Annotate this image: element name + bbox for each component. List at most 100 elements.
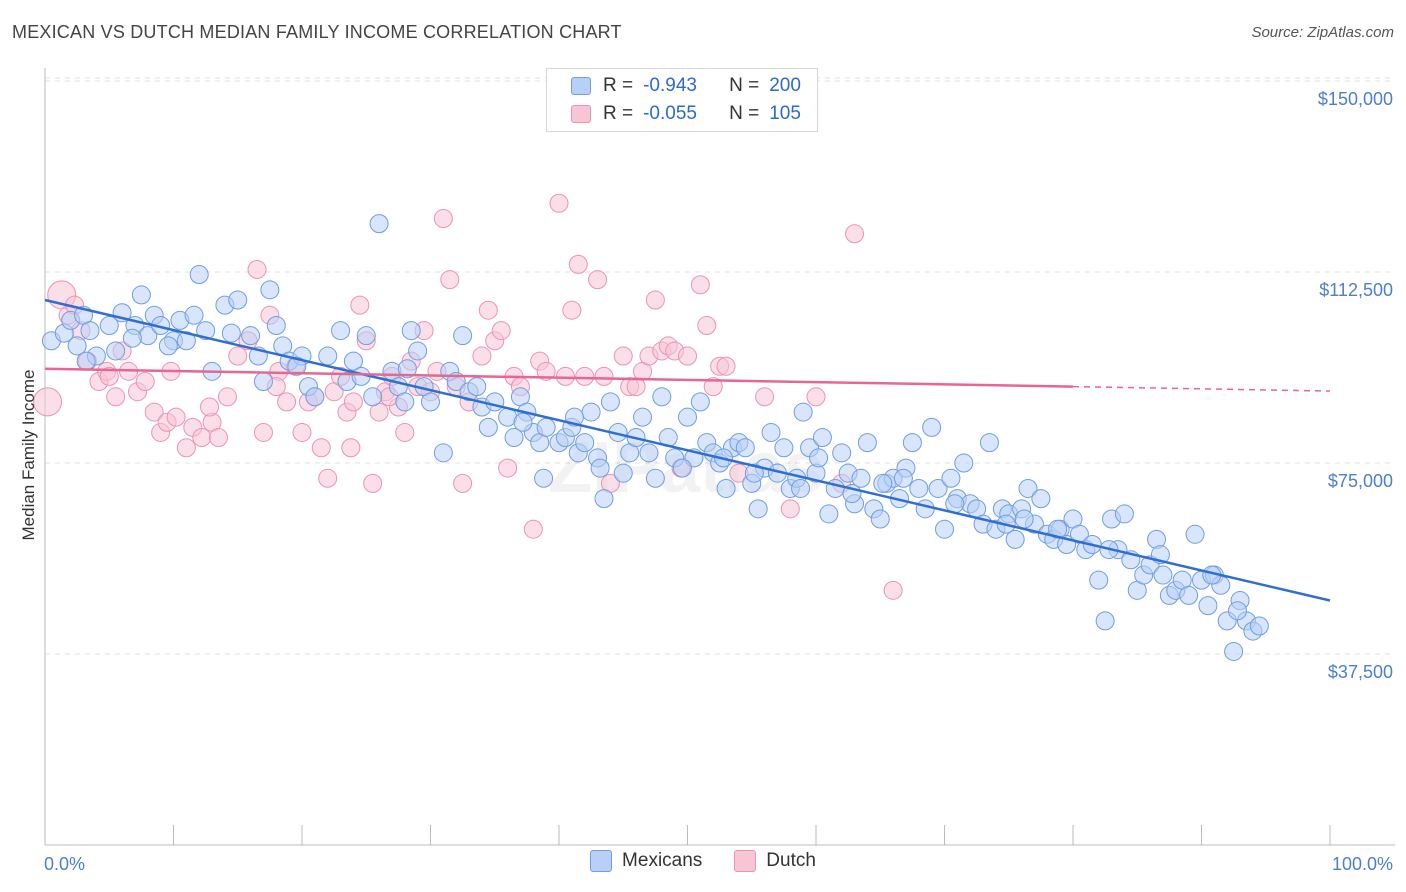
mexicans-point	[652, 387, 672, 407]
source-label: Source: ZipAtlas.com	[1251, 24, 1394, 41]
mexicans-point	[870, 509, 890, 529]
y-axis-label: Median Family Income	[19, 369, 38, 540]
mexicans-point	[716, 478, 736, 498]
mexicans-point	[453, 326, 473, 346]
dutch-point	[523, 519, 543, 539]
mexicans-point	[979, 433, 999, 453]
dutch-trend-line	[44, 367, 1074, 388]
legend-item-mexicans[interactable]: Mexicans	[590, 850, 702, 872]
mexicans-point	[915, 499, 935, 519]
mexicans-point	[909, 478, 929, 498]
legend-row-dutch: R = -0.055 N = 105	[571, 101, 801, 127]
mexicans-point	[363, 387, 383, 407]
mexicans-point	[478, 417, 498, 437]
mexicans-point	[106, 341, 126, 361]
dutch-point	[341, 438, 361, 458]
mexicans-point	[1153, 565, 1173, 585]
dutch-point	[678, 346, 697, 366]
dutch-point	[217, 387, 237, 407]
dutch-point	[575, 366, 595, 386]
mexicans-point	[158, 336, 178, 356]
mexicans-point	[857, 433, 877, 453]
mexicans-point	[433, 443, 453, 463]
dutch-point	[135, 372, 155, 392]
dutch-point	[690, 275, 710, 295]
dutch-point	[536, 361, 556, 381]
mexicans-point	[639, 443, 659, 463]
mexicans-point	[1031, 489, 1051, 509]
mexicans-point	[1198, 596, 1218, 616]
dutch-point	[199, 397, 219, 417]
dutch-point	[755, 387, 775, 407]
mexicans-point	[819, 504, 839, 524]
mexicans-point	[356, 326, 376, 346]
y-tick-label: $150,000	[1318, 89, 1393, 109]
legend-n-label: N =	[729, 75, 760, 96]
mexicans-point	[893, 468, 913, 488]
dutch-point	[498, 458, 518, 478]
mexicans-point	[260, 280, 280, 300]
mexicans-points	[41, 214, 1269, 661]
mexicans-point	[1179, 585, 1199, 605]
mexicans-point	[305, 387, 325, 407]
mexicans-point	[253, 372, 273, 392]
mexicans-point	[645, 468, 665, 488]
dutch-point	[292, 422, 312, 442]
mexicans-point	[513, 412, 533, 432]
mexicans-point	[744, 463, 764, 483]
mexicans-point	[690, 392, 710, 412]
mexicans-point	[633, 407, 653, 427]
dutch-point	[491, 321, 511, 341]
dutch-point	[478, 300, 498, 320]
mexicans-point	[76, 351, 96, 371]
legend-item-dutch[interactable]: Dutch	[734, 850, 816, 872]
mexicans-point	[812, 428, 832, 448]
mexicans-point	[266, 315, 286, 335]
mexicans-point	[1018, 478, 1038, 498]
mexicans-point	[600, 392, 620, 412]
mexicans-point	[594, 489, 614, 509]
dutch-point	[555, 366, 575, 386]
mexicans-point	[575, 433, 595, 453]
mexicans-point	[922, 417, 942, 437]
mexicans-point	[941, 468, 961, 488]
y-tick-label: $75,000	[1328, 471, 1393, 491]
y-tick-label: $37,500	[1328, 662, 1393, 682]
legend-n-value-dutch: 105	[769, 103, 801, 124]
mexicans-point	[485, 392, 505, 412]
legend-r-value-mexicans: -0.943	[643, 75, 697, 96]
dutch-point	[806, 387, 826, 407]
dutch-point	[247, 259, 267, 279]
dutch-point	[106, 387, 126, 407]
dutch-point	[350, 295, 370, 315]
mexicans-point	[287, 356, 307, 376]
mexicans-point	[408, 341, 428, 361]
mexicans-point	[228, 290, 248, 310]
mexicans-swatch	[571, 77, 591, 95]
dutch-point	[343, 392, 363, 412]
mexicans-point	[534, 468, 554, 488]
mexicans-point	[1005, 529, 1025, 549]
mexicans-point	[791, 478, 811, 498]
mexicans-point	[1185, 524, 1205, 544]
legend-row-mexicans: R = -0.943 N = 200	[571, 73, 801, 99]
mexicans-point	[67, 336, 87, 356]
dutch-point	[645, 290, 665, 310]
dutch-point	[472, 346, 492, 366]
trend-lines	[44, 298, 1331, 602]
mexicans-point	[331, 321, 351, 341]
mexicans-point	[1114, 504, 1134, 524]
dutch-point	[440, 270, 460, 290]
dutch-point	[883, 580, 903, 600]
dutch-point	[845, 224, 865, 244]
mexicans-point	[954, 453, 974, 473]
mexicans-point	[935, 519, 954, 539]
dutch-legend-label: Dutch	[766, 850, 816, 871]
mexicans-point	[176, 331, 196, 351]
dutch-point	[562, 300, 582, 320]
dutch-point	[99, 366, 119, 386]
dutch-swatch	[571, 105, 591, 123]
mexicans-point	[793, 402, 813, 422]
mexicans-point	[122, 328, 142, 348]
